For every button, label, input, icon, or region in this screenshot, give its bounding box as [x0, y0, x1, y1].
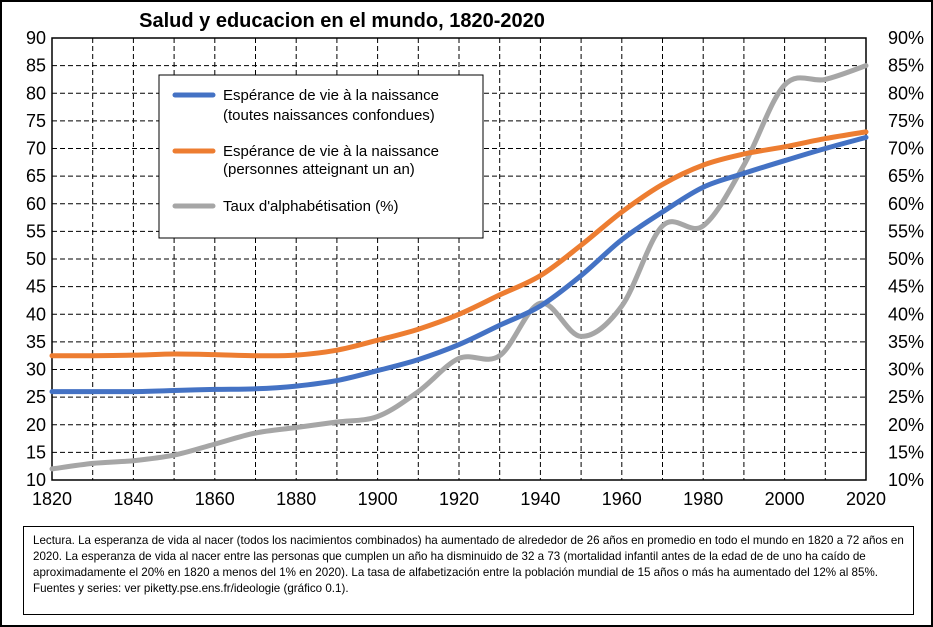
tick-labels: 10 15 20 25 30 35 40 45 50 55 60 65 70 75 80 85 90 10% 15%… [26, 28, 924, 509]
y-right-tick-label: 15% [888, 442, 924, 462]
legend-label: Espérance de vie à la naissance [223, 143, 439, 160]
x-tick-label: 1980 [683, 489, 723, 509]
y-right-tick-label: 75% [888, 111, 924, 131]
x-tick-label: 1960 [602, 489, 642, 509]
y-left-tick-label: 15 [26, 442, 46, 462]
y-right-tick-label: 35% [888, 332, 924, 352]
x-tick-label: 1900 [358, 489, 398, 509]
y-left-tick-label: 25 [26, 387, 46, 407]
series-life-expectancy-all-births [49, 134, 869, 395]
y-right-tick-label: 25% [888, 387, 924, 407]
y-left-tick-label: 40 [26, 304, 46, 324]
x-tick-label: 1880 [276, 489, 316, 509]
y-left-tick-label: 70 [26, 139, 46, 159]
y-right-tick-label: 10% [888, 470, 924, 490]
legend-label-line2: (toutes naissances confondues) [223, 107, 435, 124]
y-left-tick-label: 20 [26, 415, 46, 435]
x-tick-label: 1820 [32, 489, 72, 509]
y-left-tick-label: 45 [26, 277, 46, 297]
reading-note: Lectura. La esperanza de vida al nacer (… [23, 526, 914, 615]
y-left-tick-label: 10 [26, 470, 46, 490]
legend-box [158, 74, 484, 239]
y-left-tick-label: 90 [26, 28, 46, 48]
x-tick-label: 1840 [113, 489, 153, 509]
y-left-tick-label: 85 [26, 56, 46, 76]
y-left-tick-label: 50 [26, 249, 46, 269]
x-tick-label: 1940 [520, 489, 560, 509]
series-life-expectancy-age-one [49, 129, 869, 359]
y-left-tick-label: 55 [26, 221, 46, 241]
legend: Espérance de vie à la naissance (toutes n… [158, 74, 484, 239]
y-right-tick-label: 85% [888, 56, 924, 76]
chart-title: Salud y educacion en el mundo, 1820-2020 [139, 10, 545, 32]
y-right-tick-label: 90% [888, 28, 924, 48]
y-right-tick-label: 70% [888, 139, 924, 159]
y-right-tick-label: 45% [888, 277, 924, 297]
y-right-tick-label: 80% [888, 83, 924, 103]
y-left-tick-label: 80 [26, 83, 46, 103]
y-right-tick-label: 40% [888, 304, 924, 324]
y-left-tick-label: 30 [26, 360, 46, 380]
series-lines [49, 63, 869, 472]
y-left-tick-label: 60 [26, 194, 46, 214]
x-tick-label: 1860 [195, 489, 235, 509]
y-right-tick-label: 65% [888, 166, 924, 186]
y-right-tick-label: 30% [888, 360, 924, 380]
x-tick-label: 2020 [846, 489, 886, 509]
y-left-tick-label: 75 [26, 111, 46, 131]
plot-area [51, 37, 867, 481]
y-right-tick-label: 50% [888, 249, 924, 269]
y-right-tick-label: 55% [888, 221, 924, 241]
y-left-tick-label: 35 [26, 332, 46, 352]
y-right-tick-label: 20% [888, 415, 924, 435]
x-tick-label: 1920 [439, 489, 479, 509]
legend-label: Espérance de vie à la naissance [223, 87, 439, 104]
legend-label: Taux d'alphabétisation (%) [223, 198, 398, 215]
y-right-tick-label: 60% [888, 194, 924, 214]
y-left-tick-label: 65 [26, 166, 46, 186]
x-tick-label: 2000 [765, 489, 805, 509]
legend-label-line2: (personnes atteignant un an) [223, 161, 415, 178]
